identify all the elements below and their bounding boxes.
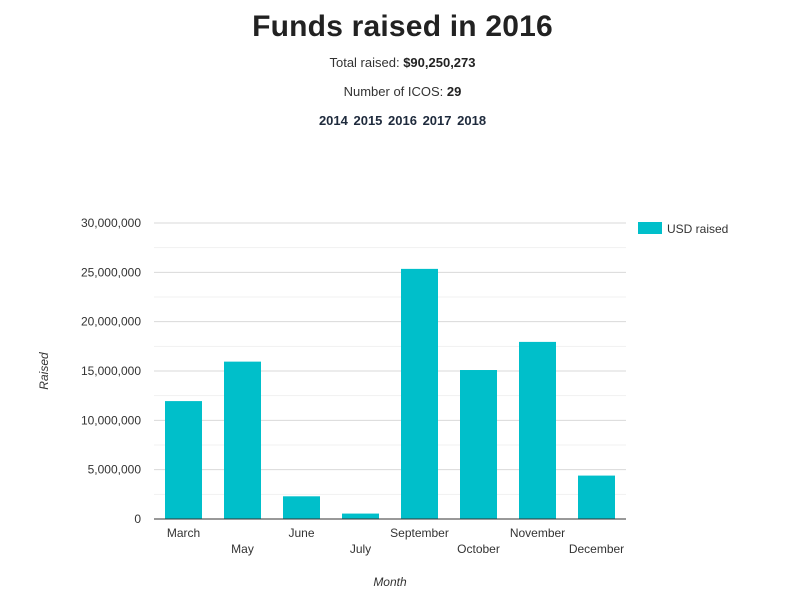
y-tick-labels: 0 5,000,000 10,000,000 15,000,000 20,000,000… [81, 216, 141, 526]
icos-count-value: 29 [446, 84, 462, 99]
x-axis-title: Month [373, 575, 407, 589]
x-tick-label: October [457, 542, 500, 556]
bar-march [165, 401, 202, 519]
bar-december [578, 475, 615, 519]
year-link-2017[interactable]: 2017 [422, 113, 452, 128]
legend-swatch [638, 222, 662, 234]
y-tick-label: 10,000,000 [81, 413, 141, 427]
x-tick-labels: March May June July September October November… [167, 526, 624, 556]
bar-series [165, 268, 615, 519]
icos-count-label: Number of ICOS: [343, 84, 444, 99]
page-title: Funds raised in 2016 [252, 10, 553, 43]
total-raised-label: Total raised: [329, 55, 400, 70]
x-tick-label: March [167, 526, 200, 540]
x-tick-label: May [231, 542, 254, 556]
icos-count-stat: Number of ICOS: 29 [0, 84, 805, 99]
x-tick-label: September [390, 526, 449, 540]
y-tick-label: 30,000,000 [81, 216, 141, 230]
y-axis-title: Raised [37, 352, 51, 390]
x-tick-label: June [288, 526, 314, 540]
y-tick-label: 15,000,000 [81, 364, 141, 378]
year-link-2016[interactable]: 2016 [388, 113, 417, 128]
bar-october [460, 370, 497, 519]
x-tick-label: November [510, 526, 565, 540]
x-tick-label: July [350, 542, 371, 556]
legend-label: USD raised [667, 222, 728, 236]
bar-may [224, 361, 261, 519]
year-link-2015[interactable]: 2015 [353, 113, 383, 128]
bar-june [283, 496, 320, 519]
year-link-2018[interactable]: 2018 [457, 113, 487, 128]
year-links: 2014 2015 2016 2017 2018 [0, 113, 805, 128]
y-tick-label: 0 [134, 512, 141, 526]
total-raised-value: $90,250,273 [403, 55, 476, 70]
legend: USD raised [638, 222, 728, 236]
bar-september [401, 268, 438, 519]
total-raised-stat: Total raised: $90,250,273 [0, 55, 805, 70]
y-tick-label: 5,000,000 [88, 463, 142, 477]
year-link-2014[interactable]: 2014 [318, 113, 348, 128]
bar-november [519, 341, 556, 519]
y-tick-label: 25,000,000 [81, 265, 141, 279]
bar-july [342, 513, 379, 519]
x-tick-label: December [569, 542, 624, 556]
y-tick-label: 20,000,000 [81, 315, 141, 329]
